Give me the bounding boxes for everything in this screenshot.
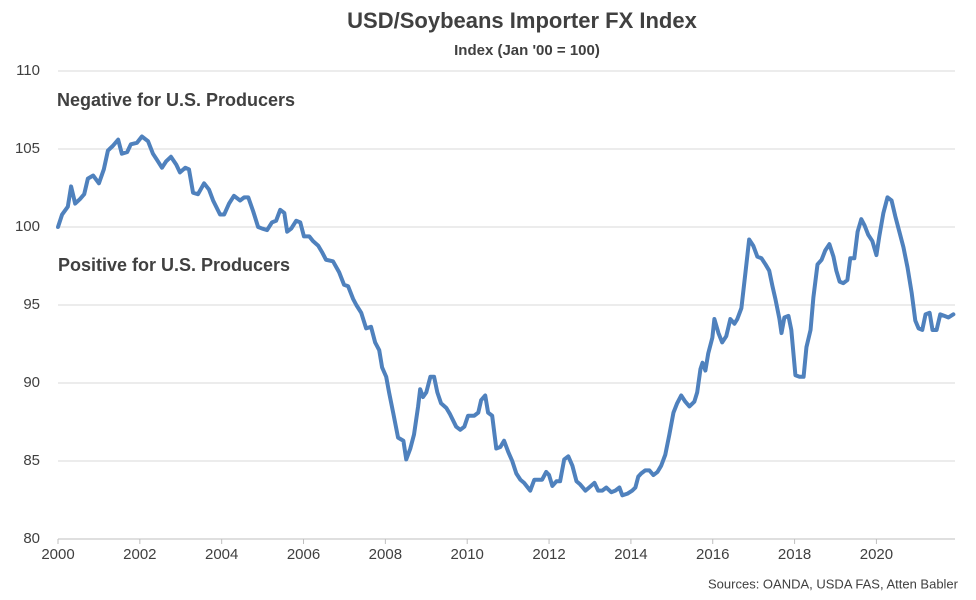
y-tick-label: 100 xyxy=(15,218,40,235)
data-line xyxy=(56,134,956,498)
x-tick-label: 2002 xyxy=(123,546,156,563)
x-tick-label: 2006 xyxy=(287,546,320,563)
y-tick-label: 105 xyxy=(15,140,40,157)
x-tick-label: 2016 xyxy=(696,546,729,563)
y-tick-label: 80 xyxy=(23,530,40,547)
y-tick-label: 90 xyxy=(23,374,40,391)
source-note: Sources: OANDA, USDA FAS, Atten Babler xyxy=(708,576,959,591)
annotation: Negative for U.S. Producers xyxy=(57,90,295,110)
annotation: Positive for U.S. Producers xyxy=(58,255,290,275)
y-tick-label: 95 xyxy=(23,296,40,313)
x-tick-label: 2020 xyxy=(860,546,893,563)
y-tick-label: 85 xyxy=(23,452,40,469)
y-tick-label: 110 xyxy=(16,62,40,79)
x-tick-label: 2012 xyxy=(532,546,565,563)
x-tick-label: 2014 xyxy=(614,546,647,563)
x-tick-label: 2018 xyxy=(778,546,811,563)
x-tick-label: 2008 xyxy=(369,546,402,563)
chart-subtitle: Index (Jan '00 = 100) xyxy=(454,42,600,59)
x-tick-label: 2010 xyxy=(451,546,484,563)
x-tick-label: 2004 xyxy=(205,546,238,563)
chart-title: USD/Soybeans Importer FX Index xyxy=(347,8,697,33)
x-tick-label: 2000 xyxy=(41,546,74,563)
